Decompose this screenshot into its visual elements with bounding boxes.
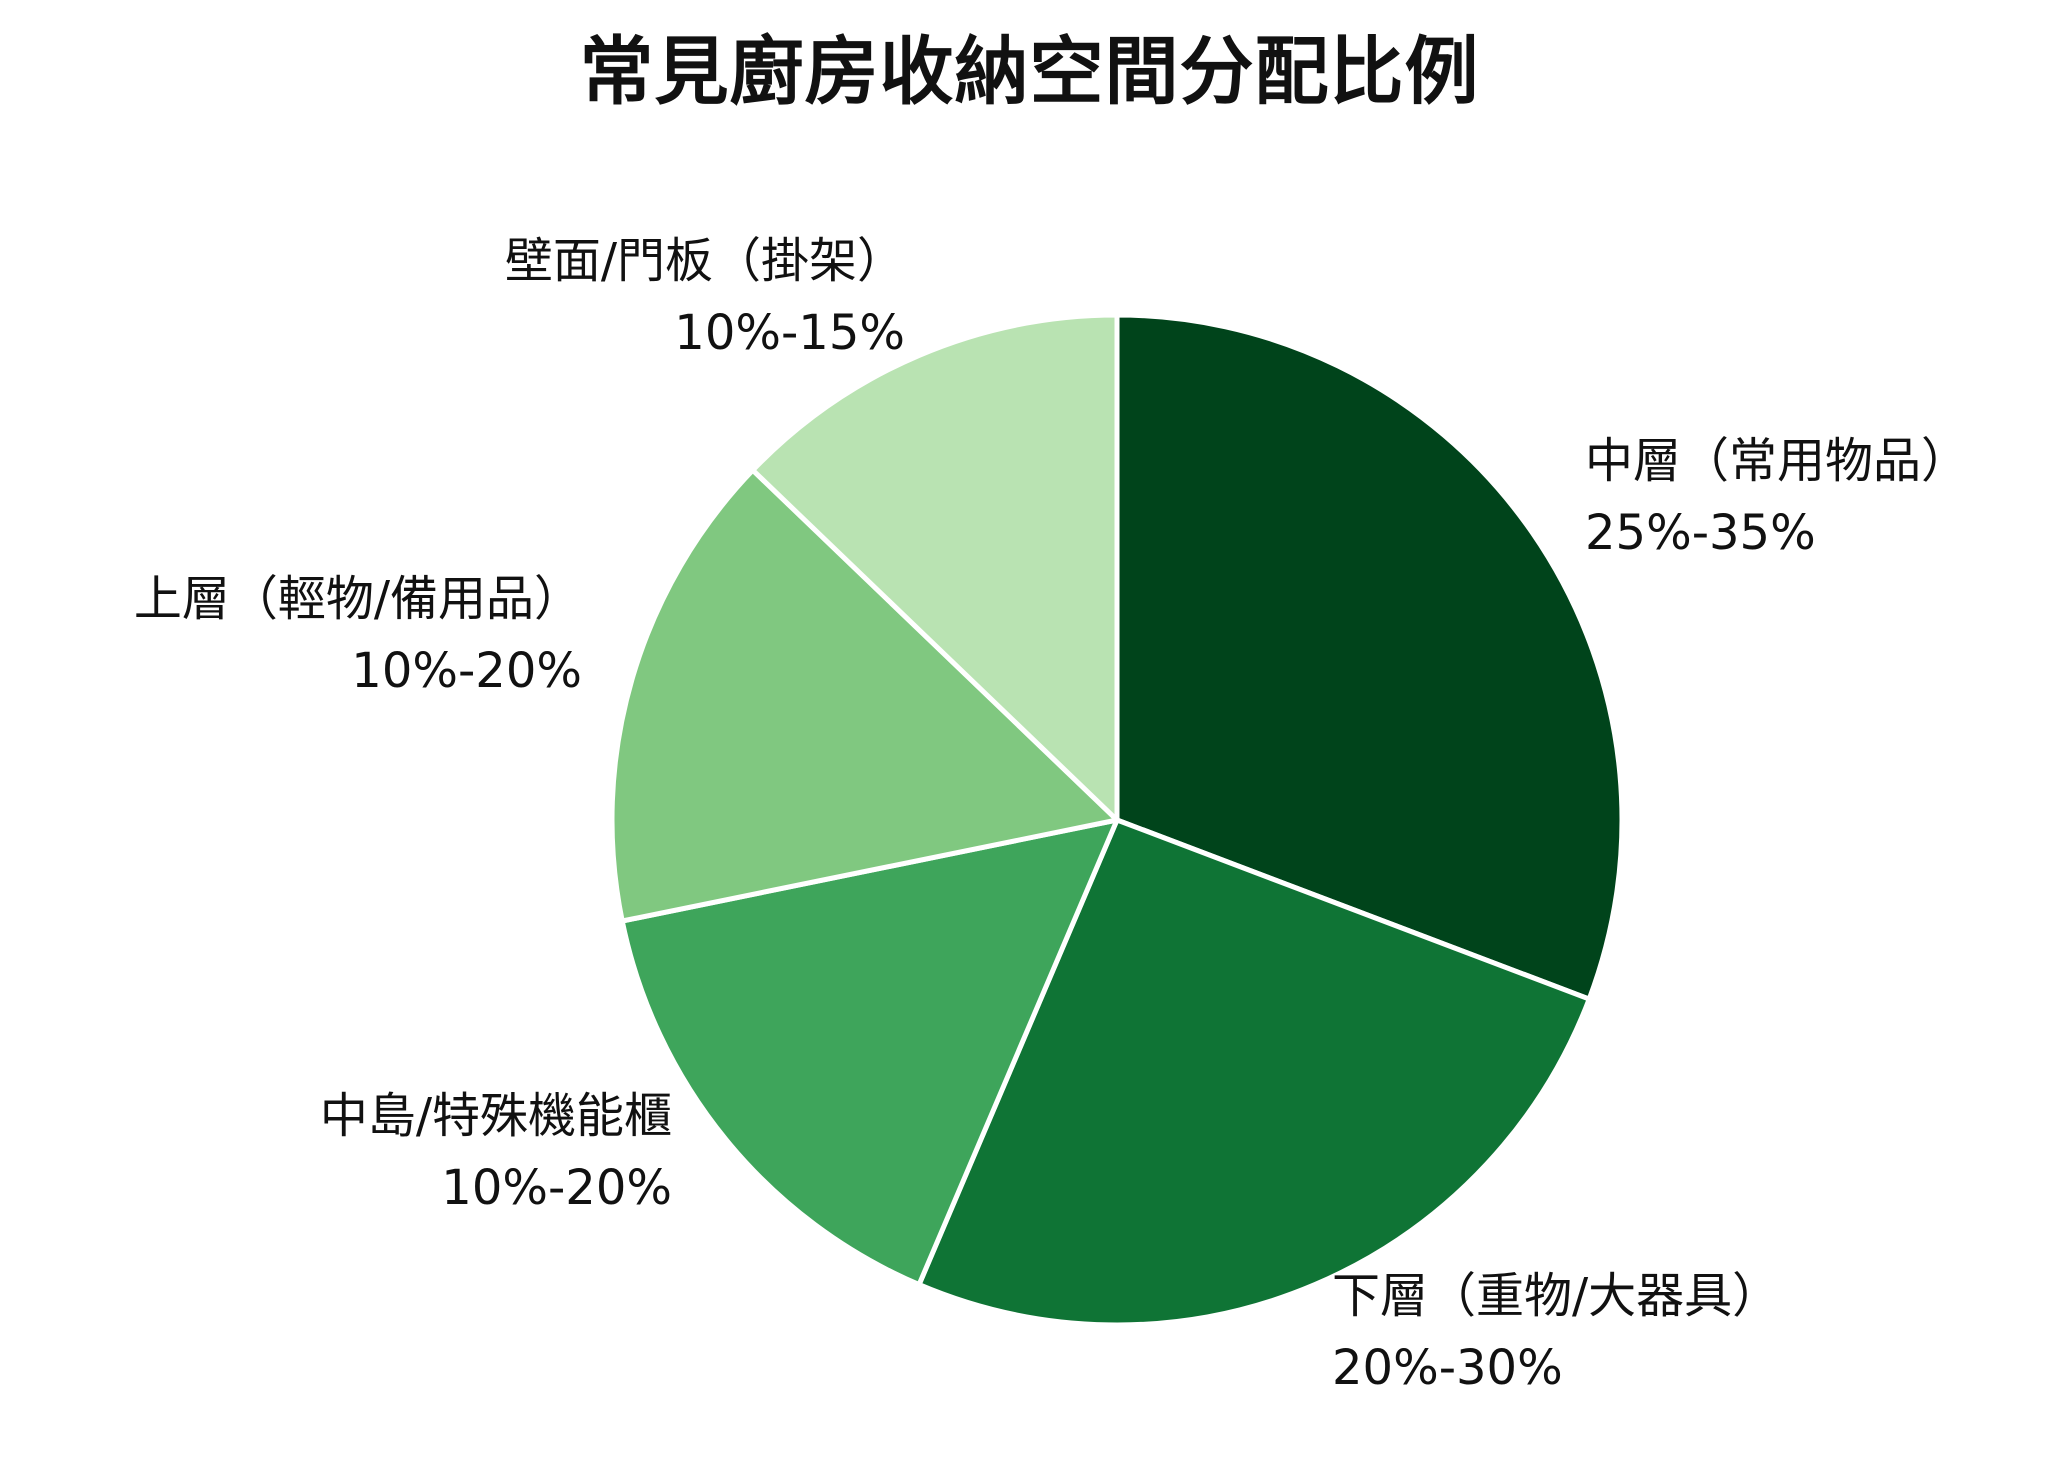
slice-label-2: 下層（重物/大器具） 20%-30% xyxy=(1332,1260,1780,1404)
pie-slice-4 xyxy=(609,467,1120,924)
slice-label-range: 25%-35% xyxy=(1585,505,1816,561)
slice-label-3: 中島/特殊機能櫃 10%-20% xyxy=(320,1080,672,1224)
slice-label-1: 中層（常用物品） 25%-35% xyxy=(1585,425,1969,569)
slice-label-4: 上層（輕物/備用品） 10%-20% xyxy=(134,563,582,707)
chart-title: 常見廚房收納空間分配比例 xyxy=(579,29,1480,115)
slice-label-range: 10%-20% xyxy=(441,1160,672,1216)
pie-slice-2 xyxy=(916,817,1592,1328)
pie-slices xyxy=(609,312,1625,1328)
slice-label-name: 壁面/門板（掛架） xyxy=(504,233,905,289)
slice-label-range: 20%-30% xyxy=(1332,1340,1563,1396)
slice-label-name: 下層（重物/大器具） xyxy=(1332,1268,1781,1324)
pie-slice-5 xyxy=(750,312,1120,823)
pie-slice-3 xyxy=(619,817,1120,1288)
slice-label-range: 10%-20% xyxy=(351,643,582,699)
slice-label-name: 中島/特殊機能櫃 xyxy=(319,1088,672,1144)
slice-label-5: 壁面/門板（掛架） 10%-15% xyxy=(505,225,905,369)
pie-slice-1 xyxy=(1114,312,1625,1002)
slice-label-name: 中層（常用物品） xyxy=(1585,433,1970,489)
slice-label-name: 上層（輕物/備用品） xyxy=(133,571,582,627)
slice-label-range: 10%-15% xyxy=(674,305,905,361)
